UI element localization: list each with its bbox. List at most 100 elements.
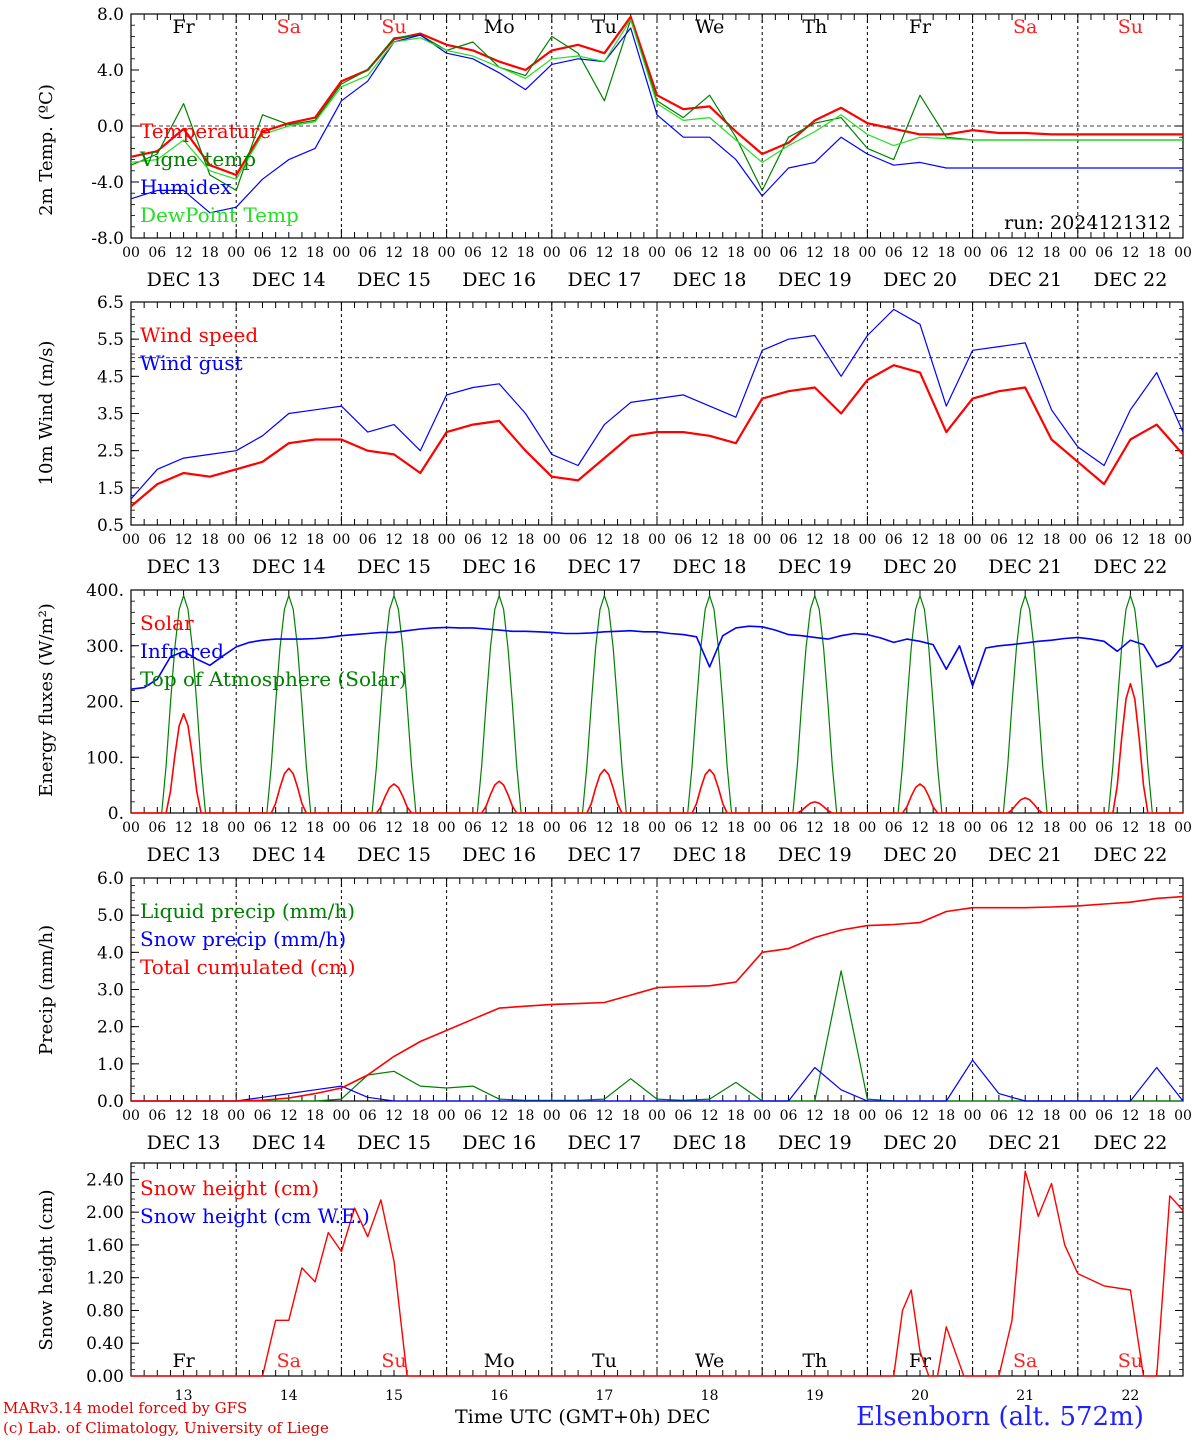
- hour-label: 00: [858, 245, 876, 261]
- day-number-label: 13: [175, 1388, 193, 1404]
- hour-label: 00: [438, 1108, 456, 1124]
- hour-label: 00: [332, 245, 350, 261]
- hour-label: 12: [280, 245, 298, 261]
- hour-label: 12: [175, 245, 193, 261]
- hour-label: 18: [727, 245, 745, 261]
- date-label: DEC 18: [673, 1132, 747, 1154]
- hour-label: 12: [385, 532, 403, 548]
- y-axis-label: Precip (mm/h): [36, 925, 57, 1055]
- y-tick-label: 0.0: [97, 1092, 124, 1112]
- legend-entry: Vigne temp: [139, 147, 256, 171]
- hour-label: 00: [543, 1108, 561, 1124]
- series-line-humidex: [130, 27, 1183, 214]
- hour-label: 06: [254, 1108, 272, 1124]
- weekday-label: Sa: [277, 16, 301, 38]
- hour-label: 18: [517, 1108, 535, 1124]
- hour-label: 00: [227, 820, 245, 836]
- hour-label: 12: [806, 820, 824, 836]
- hour-label: 00: [753, 1108, 771, 1124]
- y-tick-label: -8.0: [91, 229, 124, 249]
- hour-label: 00: [964, 245, 982, 261]
- hour-label: 00: [543, 245, 561, 261]
- panel-5: 0.00 0.40 0.80 1.20 1.60 2.00 2.40 Snow height …: [36, 1162, 1184, 1404]
- hour-label: 00: [648, 1108, 666, 1124]
- hour-label: 12: [280, 820, 298, 836]
- hour-label: 18: [411, 532, 429, 548]
- hour-label: 06: [148, 1108, 166, 1124]
- y-tick-label: 0.: [108, 804, 124, 824]
- day-number-label: 19: [806, 1388, 824, 1404]
- panel-3: 0. 100. 200. 300. 400. Energy fluxes (W/m²) 00…: [36, 581, 1192, 866]
- weekday-label: Su: [1118, 16, 1143, 38]
- hour-label: 12: [595, 820, 613, 836]
- weekday-label: Th: [802, 16, 827, 38]
- hour-label: 18: [832, 532, 850, 548]
- legend-entry: Solar: [140, 611, 194, 635]
- hour-label: 18: [937, 532, 955, 548]
- model-credit: MARv3.14 model forced by GFS: [3, 1399, 248, 1417]
- hour-label: 12: [280, 532, 298, 548]
- date-label: DEC 17: [567, 269, 641, 291]
- hour-label: 18: [411, 1108, 429, 1124]
- series-line-snow-height-cm-: [131, 1170, 1184, 1377]
- weekday-label: We: [695, 1350, 724, 1372]
- weekday-label: Fr: [909, 16, 932, 38]
- day-number-label: 14: [280, 1388, 298, 1404]
- hour-label: 00: [332, 1108, 350, 1124]
- hour-label: 00: [227, 532, 245, 548]
- hour-label: 18: [1043, 820, 1061, 836]
- y-tick-label: 1.20: [86, 1269, 124, 1289]
- hour-label: 06: [674, 1108, 692, 1124]
- hour-label: 18: [306, 1108, 324, 1124]
- hour-label: 12: [911, 245, 929, 261]
- hour-label: 12: [701, 245, 719, 261]
- hour-label: 12: [175, 820, 193, 836]
- hour-label: 00: [858, 532, 876, 548]
- weekday-label: Sa: [1013, 1350, 1037, 1372]
- hour-label: 00: [1174, 1108, 1192, 1124]
- legend-entry: Snow precip (mm/h): [140, 927, 346, 951]
- hour-label: 12: [595, 532, 613, 548]
- hour-label: 06: [464, 1108, 482, 1124]
- panel-2: 0.5 1.5 2.5 3.5 4.5 5.5 6.5 10m Wind (m/s) 00 06 1…: [36, 293, 1192, 578]
- date-label: DEC 21: [988, 1132, 1062, 1154]
- y-axis-label: 2m Temp. (ºC): [36, 84, 57, 216]
- weekday-label: Th: [802, 1350, 827, 1372]
- hour-label: 12: [490, 532, 508, 548]
- weekday-label: Su: [1118, 1350, 1143, 1372]
- hour-label: 00: [1069, 245, 1087, 261]
- hour-label: 12: [1016, 532, 1034, 548]
- day-number-label: 18: [701, 1388, 719, 1404]
- hour-label: 00: [1174, 820, 1192, 836]
- hour-label: 06: [1095, 532, 1113, 548]
- hour-label: 12: [911, 532, 929, 548]
- hour-label: 00: [858, 1108, 876, 1124]
- hour-label: 00: [858, 820, 876, 836]
- date-label: DEC 17: [567, 1132, 641, 1154]
- hour-label: 06: [885, 1108, 903, 1124]
- legend-entry: Top of Atmosphere (Solar): [140, 667, 407, 691]
- hour-label: 12: [911, 820, 929, 836]
- hour-label: 06: [1095, 1108, 1113, 1124]
- date-label: DEC 16: [462, 844, 536, 866]
- hour-label: 18: [727, 532, 745, 548]
- weekday-label: Fr: [172, 16, 195, 38]
- date-label: DEC 13: [147, 269, 221, 291]
- date-label: DEC 22: [1093, 1132, 1167, 1154]
- legend-entry: Wind gust: [140, 351, 243, 375]
- y-tick-label: 0.40: [86, 1334, 124, 1354]
- hour-label: 18: [517, 820, 535, 836]
- hour-label: 12: [911, 1108, 929, 1124]
- y-tick-label: 4.5: [97, 367, 124, 387]
- hour-label: 18: [201, 245, 219, 261]
- hour-label: 12: [385, 820, 403, 836]
- hour-label: 18: [832, 245, 850, 261]
- y-tick-label: 100.: [86, 748, 124, 768]
- hour-label: 00: [1069, 532, 1087, 548]
- hour-label: 06: [780, 820, 798, 836]
- hour-label: 06: [1095, 820, 1113, 836]
- hour-label: 06: [464, 532, 482, 548]
- run-annotation: run: 2024121312: [1004, 212, 1171, 234]
- hour-label: 00: [648, 245, 666, 261]
- day-number-label: 17: [595, 1388, 613, 1404]
